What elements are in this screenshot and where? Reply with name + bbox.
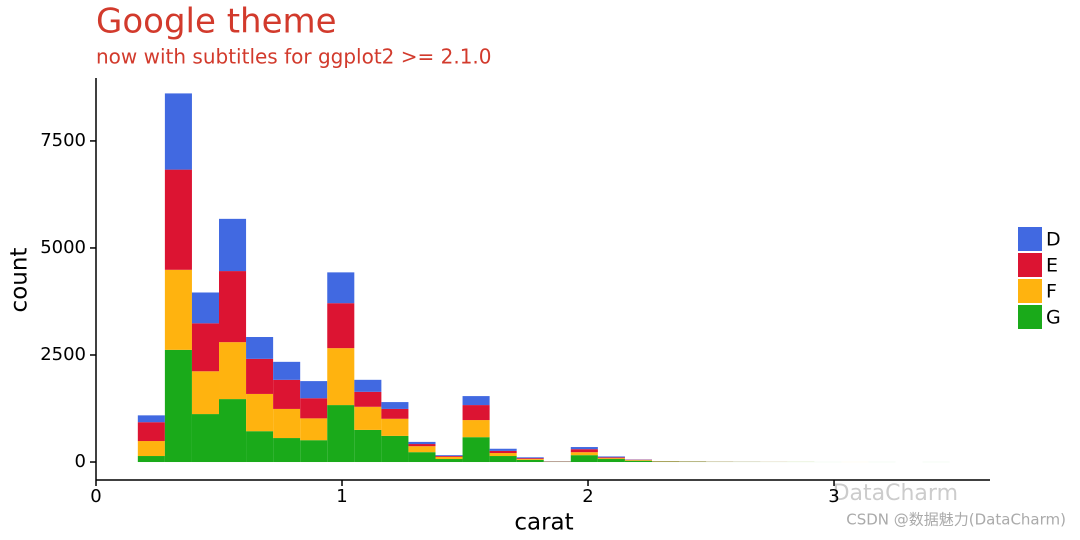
bar-segment [624, 460, 652, 461]
bar-segment [246, 337, 274, 359]
bar-segment [408, 444, 436, 447]
bar-segment [570, 447, 598, 450]
bar-segment [327, 348, 355, 406]
bar-segment [516, 458, 544, 460]
bar-segment [137, 415, 165, 423]
legend-label: E [1046, 255, 1058, 277]
bar-segment [273, 361, 301, 380]
bar-segment [516, 459, 544, 463]
x-tick-label: 1 [336, 486, 347, 507]
bar-segment [381, 402, 409, 409]
bar-segment [300, 440, 328, 463]
bar-segment [381, 418, 409, 436]
bar-segment [164, 349, 192, 463]
x-tick-label: 3 [828, 486, 839, 507]
bar-segment [300, 398, 328, 419]
bar-segment [462, 437, 490, 463]
bar-segment [246, 393, 274, 432]
legend-swatch [1018, 305, 1042, 329]
bar-segment [435, 456, 463, 457]
legend-swatch [1018, 279, 1042, 303]
bar-segment [164, 269, 192, 350]
bar-segment [597, 456, 625, 458]
bar-segment [489, 448, 517, 451]
x-axis-title: carat [514, 510, 573, 536]
bar-segment [381, 408, 409, 419]
bar-segment [219, 399, 247, 463]
bar-segment [300, 418, 328, 441]
y-tick-label: 5000 [40, 237, 86, 258]
bar-segment [408, 446, 436, 453]
bar-segment [273, 408, 301, 439]
bar-segment [191, 292, 220, 324]
bar-segment [191, 371, 220, 415]
bar-segment [164, 169, 192, 270]
bar-segment [516, 459, 544, 460]
legend-label: D [1046, 229, 1061, 251]
bar-segment [570, 455, 598, 463]
bar-segment [327, 405, 355, 463]
bar-segment [137, 441, 165, 457]
bar-segment [219, 271, 247, 343]
bar-segment [327, 303, 355, 349]
bar-segment [246, 431, 274, 463]
x-tick-label: 2 [582, 486, 593, 507]
bar-segment [408, 441, 436, 445]
y-axis-title: count [7, 248, 33, 313]
watermark: CSDN @数据魅力(DataCharm) [846, 511, 1066, 529]
bar-segment [489, 453, 517, 457]
legend-swatch [1018, 227, 1042, 251]
bar-segment [300, 381, 328, 399]
y-tick-label: 7500 [40, 130, 86, 151]
x-tick-label: 0 [90, 486, 101, 507]
bar-segment [408, 452, 436, 463]
bar-segment [354, 379, 382, 392]
bar-segment [462, 396, 490, 406]
legend-label: F [1046, 281, 1057, 303]
bar-segment [462, 405, 490, 421]
bar-segment [354, 429, 382, 463]
bar-segment [191, 414, 220, 463]
bar-segment [435, 459, 463, 463]
bar-segment [489, 450, 517, 454]
bar-segment [381, 435, 409, 463]
bar-segment [570, 449, 598, 453]
bar-segment [462, 420, 490, 438]
bar-segment [219, 218, 247, 272]
bar-segment [354, 406, 382, 430]
bar-segment [597, 457, 625, 459]
bar-segment [354, 391, 382, 407]
bar-segment [489, 456, 517, 463]
legend-swatch [1018, 253, 1042, 277]
legend-label: G [1046, 307, 1061, 329]
bar-segment [191, 323, 220, 372]
bar-segment [327, 272, 355, 304]
bar-segment [219, 342, 247, 400]
bar-segment [597, 459, 625, 463]
y-tick-label: 0 [75, 451, 86, 472]
bar-segment [137, 422, 165, 442]
y-tick-label: 2500 [40, 344, 86, 365]
bar-segment [137, 456, 165, 463]
bar-segment [624, 460, 652, 463]
bar-segment [164, 93, 192, 170]
bar-segment [435, 456, 463, 460]
bar-segment [246, 358, 274, 394]
bar-segment [570, 452, 598, 456]
bar-segment [435, 455, 463, 457]
chart-subtitle: now with subtitles for ggplot2 >= 2.1.0 [96, 45, 492, 69]
chart-title: Google theme [96, 2, 337, 42]
bar-segment [597, 458, 625, 460]
bar-segment [516, 457, 544, 459]
bar-segment [273, 438, 301, 463]
bar-segment [273, 379, 301, 409]
watermark: DataCharm [833, 481, 958, 506]
